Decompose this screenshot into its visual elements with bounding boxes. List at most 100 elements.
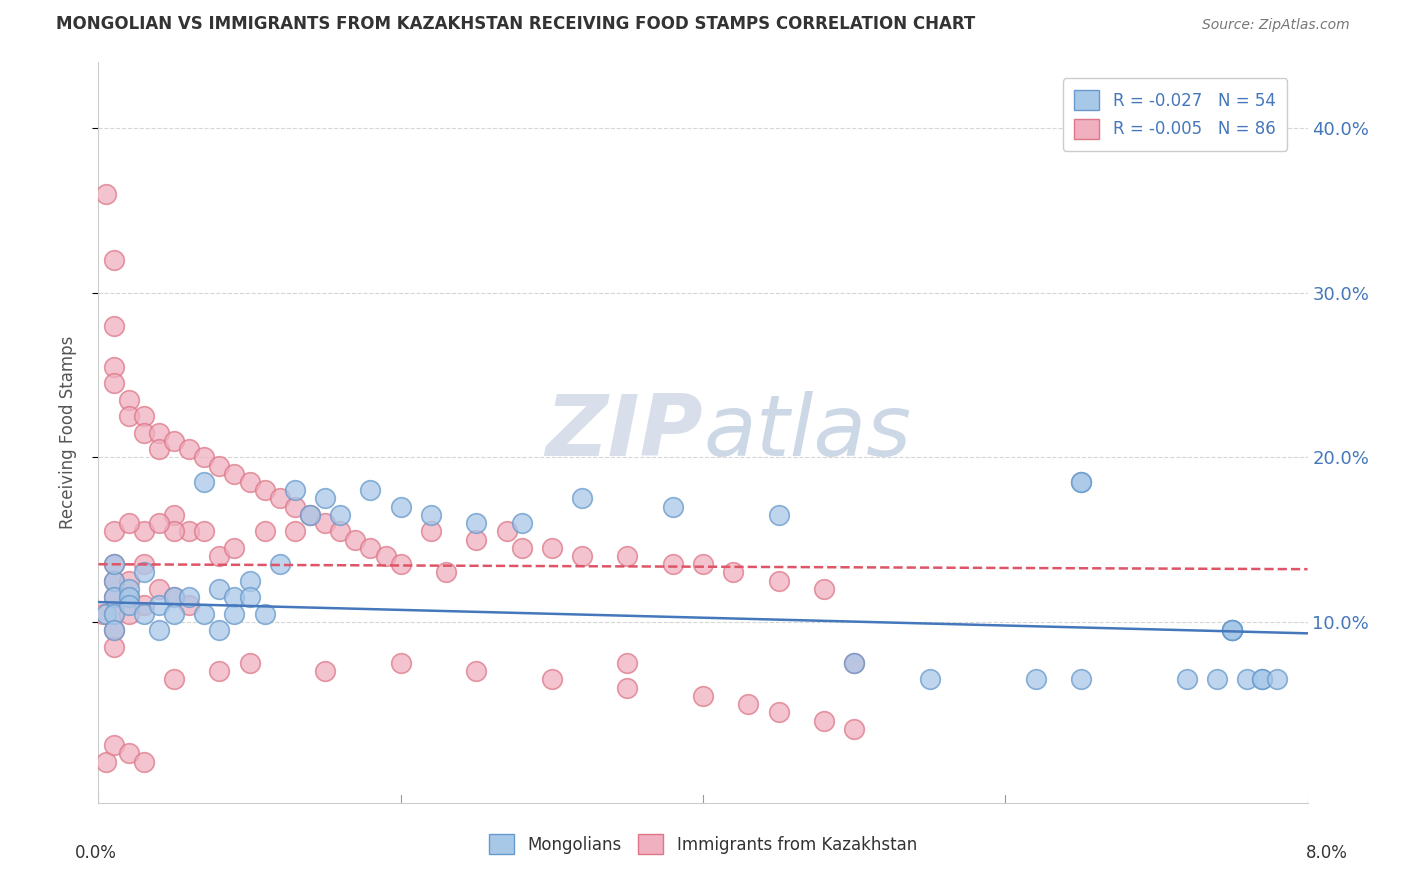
Point: [224, 541, 246, 555]
Point: [94, 607, 117, 621]
Point: [148, 599, 170, 613]
Point: [103, 738, 125, 752]
Point: [465, 516, 488, 530]
Point: [329, 508, 352, 522]
Point: [103, 376, 125, 391]
Point: [510, 516, 533, 530]
Point: [148, 442, 170, 456]
Point: [1220, 623, 1243, 637]
Point: [1220, 623, 1243, 637]
Point: [844, 722, 866, 736]
Point: [103, 574, 125, 588]
Point: [374, 549, 396, 563]
Point: [661, 558, 683, 572]
Point: [163, 524, 186, 539]
Point: [239, 590, 262, 604]
Point: [1070, 475, 1092, 489]
Point: [768, 706, 790, 720]
Point: [132, 524, 155, 539]
Point: [1220, 623, 1243, 637]
Text: 8.0%: 8.0%: [1306, 844, 1348, 862]
Point: [118, 590, 141, 604]
Point: [314, 664, 336, 678]
Point: [253, 607, 276, 621]
Point: [163, 673, 186, 687]
Point: [103, 318, 125, 333]
Point: [239, 656, 262, 670]
Text: ZIP: ZIP: [546, 391, 703, 475]
Text: 0.0%: 0.0%: [75, 844, 117, 862]
Point: [284, 500, 307, 514]
Point: [360, 483, 382, 498]
Point: [91, 607, 114, 621]
Point: [118, 409, 141, 424]
Point: [723, 566, 745, 580]
Point: [179, 590, 201, 604]
Point: [314, 491, 336, 506]
Point: [132, 566, 155, 580]
Point: [148, 425, 170, 440]
Point: [253, 483, 276, 498]
Point: [103, 524, 125, 539]
Point: [148, 623, 170, 637]
Point: [269, 491, 291, 506]
Point: [420, 508, 443, 522]
Point: [692, 558, 714, 572]
Legend: Mongolians, Immigrants from Kazakhstan: Mongolians, Immigrants from Kazakhstan: [482, 828, 924, 861]
Point: [132, 409, 155, 424]
Point: [495, 524, 517, 539]
Point: [389, 500, 412, 514]
Text: MONGOLIAN VS IMMIGRANTS FROM KAZAKHSTAN RECEIVING FOOD STAMPS CORRELATION CHART: MONGOLIAN VS IMMIGRANTS FROM KAZAKHSTAN …: [56, 15, 976, 33]
Point: [118, 747, 141, 761]
Point: [193, 450, 215, 465]
Point: [465, 533, 488, 547]
Point: [118, 574, 141, 588]
Text: atlas: atlas: [703, 391, 911, 475]
Point: [163, 590, 186, 604]
Point: [299, 508, 322, 522]
Point: [103, 359, 125, 374]
Point: [103, 574, 125, 588]
Point: [103, 623, 125, 637]
Point: [179, 442, 201, 456]
Point: [103, 590, 125, 604]
Point: [132, 755, 155, 769]
Point: [540, 541, 562, 555]
Point: [1070, 475, 1092, 489]
Point: [103, 607, 125, 621]
Point: [284, 483, 307, 498]
Point: [163, 590, 186, 604]
Point: [94, 755, 117, 769]
Point: [299, 508, 322, 522]
Point: [813, 714, 835, 728]
Point: [253, 524, 276, 539]
Point: [193, 524, 215, 539]
Point: [118, 516, 141, 530]
Point: [1220, 623, 1243, 637]
Point: [1070, 673, 1092, 687]
Text: Source: ZipAtlas.com: Source: ZipAtlas.com: [1202, 19, 1350, 32]
Point: [208, 549, 231, 563]
Point: [132, 425, 155, 440]
Y-axis label: Receiving Food Stamps: Receiving Food Stamps: [59, 336, 77, 529]
Point: [616, 549, 638, 563]
Point: [118, 590, 141, 604]
Point: [616, 656, 638, 670]
Point: [103, 252, 125, 267]
Point: [179, 599, 201, 613]
Point: [389, 558, 412, 572]
Point: [768, 574, 790, 588]
Point: [103, 640, 125, 654]
Point: [844, 656, 866, 670]
Point: [94, 187, 117, 202]
Point: [239, 475, 262, 489]
Point: [118, 607, 141, 621]
Point: [103, 558, 125, 572]
Point: [314, 516, 336, 530]
Point: [571, 491, 593, 506]
Point: [1236, 673, 1258, 687]
Point: [1251, 673, 1274, 687]
Point: [208, 664, 231, 678]
Point: [163, 434, 186, 448]
Point: [179, 524, 201, 539]
